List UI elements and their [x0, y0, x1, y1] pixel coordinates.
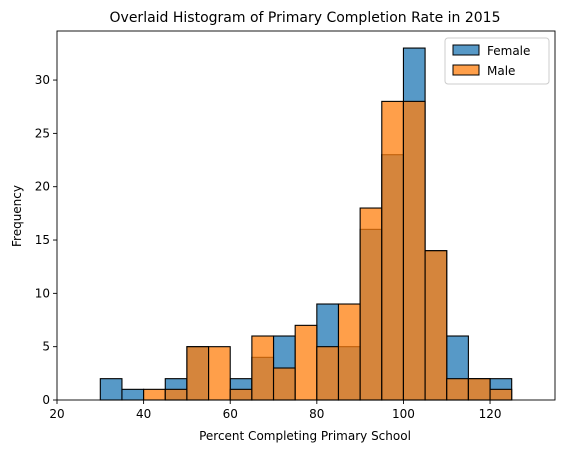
- male-bar-40: [143, 388, 166, 401]
- y-tick-label-30: 30: [35, 73, 50, 87]
- male-bar-105: [424, 250, 448, 401]
- male-bar-50: [186, 346, 210, 401]
- y-tick-label-15: 15: [35, 233, 50, 247]
- male-bar-115: [467, 378, 491, 401]
- x-tick-label-20: 20: [49, 407, 64, 421]
- y-tick-label-20: 20: [35, 180, 50, 194]
- male-bar-110: [446, 378, 469, 401]
- male-bar-75: [294, 324, 318, 401]
- y-tick-label-10: 10: [35, 286, 50, 300]
- legend-swatch-female: [452, 44, 480, 56]
- male-bar-45: [164, 388, 188, 401]
- x-axis-label: Percent Completing Primary School: [199, 429, 411, 443]
- male-bar-60: [229, 388, 253, 401]
- male-bar-55: [208, 346, 231, 401]
- x-tick-label-80: 80: [309, 407, 324, 421]
- plot-frame: [56, 30, 556, 401]
- male-bar-85: [337, 303, 361, 401]
- chart-title: Overlaid Histogram of Primary Completion…: [110, 10, 501, 26]
- male-bar-120: [489, 388, 513, 401]
- x-tick-label-100: 100: [392, 407, 415, 421]
- male-bar-95: [381, 100, 404, 401]
- y-tick-label-25: 25: [35, 126, 50, 140]
- legend-label-male: Male: [487, 64, 515, 78]
- y-tick-label-5: 5: [42, 340, 50, 354]
- legend-label-female: Female: [487, 44, 530, 58]
- female-bar-30: [99, 378, 123, 401]
- axes: 20 40 60 80 100 120 0 5 10 15 20 25 30: [35, 30, 556, 421]
- x-tick-label-40: 40: [136, 407, 151, 421]
- male-bar-80: [316, 346, 340, 401]
- male-bar-65: [251, 335, 275, 401]
- female-bar-35: [121, 388, 145, 401]
- legend-swatch-male: [452, 64, 480, 76]
- male-bar-90: [359, 207, 383, 401]
- male-bars: [143, 100, 513, 401]
- x-tick-label-60: 60: [223, 407, 238, 421]
- y-tick-label-0: 0: [42, 393, 50, 407]
- male-bar-100: [402, 100, 426, 401]
- legend: Female Male: [444, 37, 550, 85]
- x-tick-label-120: 120: [479, 407, 502, 421]
- y-axis-label: Frequency: [10, 185, 24, 247]
- male-bar-70: [272, 367, 296, 401]
